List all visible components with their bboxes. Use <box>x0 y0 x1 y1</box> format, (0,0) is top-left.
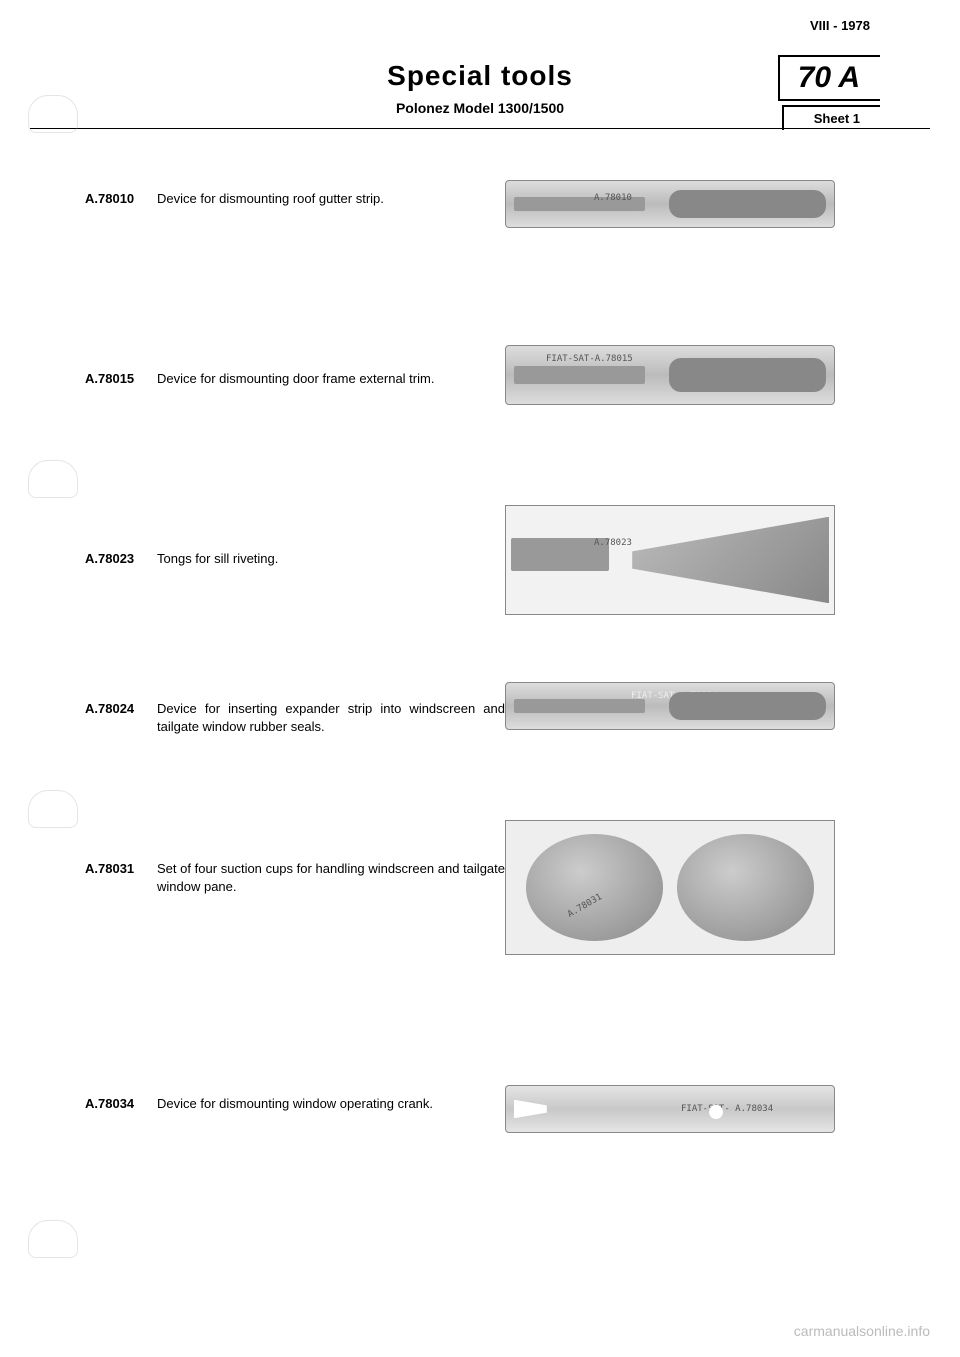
tool-image-label: FIAT-SAT- A.78034 <box>681 1104 773 1114</box>
tool-image-label: FIAT-SAT-A.78015 <box>546 354 633 364</box>
section-code: 70 A <box>778 55 880 101</box>
watermark: carmanualsonline.info <box>794 1323 930 1339</box>
tool-description: Device for dismounting window operating … <box>157 1095 505 1113</box>
tool-image: A.78010 <box>505 180 835 228</box>
binder-mark-icon <box>28 95 78 133</box>
tool-text: A.78031 Set of four suction cups for han… <box>85 860 505 896</box>
tool-row: A.78023 Tongs for sill riveting. A.78023 <box>85 550 890 660</box>
tool-code: A.78010 <box>85 190 157 208</box>
tool-row: A.78024 Device for inserting expander st… <box>85 700 890 748</box>
tool-image: FIAT-SAT A.78024 <box>505 682 835 730</box>
tool-description: Device for inserting expander strip into… <box>157 700 505 736</box>
tool-text: A.78024 Device for inserting expander st… <box>85 700 505 736</box>
tool-row: A.78010 Device for dismounting roof gutt… <box>85 190 890 238</box>
tool-image-label: A.78031 <box>746 892 784 920</box>
tool-code: A.78034 <box>85 1095 157 1113</box>
tool-image: A.78031 A.78031 <box>505 820 835 955</box>
tool-image-label: A.78031 <box>566 892 604 920</box>
tool-code: A.78031 <box>85 860 157 896</box>
tool-description: Device for dismounting door frame extern… <box>157 370 505 388</box>
tool-code: A.78015 <box>85 370 157 388</box>
tool-row: A.78034 Device for dismounting window op… <box>85 1095 890 1143</box>
binder-mark-icon <box>28 1220 78 1258</box>
binder-mark-icon <box>28 460 78 498</box>
binder-mark-icon <box>28 790 78 828</box>
tool-image-label: A.78010 <box>594 193 632 203</box>
tool-code: A.78024 <box>85 700 157 736</box>
tool-description: Set of four suction cups for handling wi… <box>157 860 505 896</box>
tool-text: A.78010 Device for dismounting roof gutt… <box>85 190 505 208</box>
tool-image-label: A.78023 <box>594 538 632 548</box>
tool-image: A.78023 <box>505 505 835 615</box>
tool-image: FIAT-SAT-A.78015 <box>505 345 835 405</box>
tool-description: Tongs for sill riveting. <box>157 550 505 568</box>
tool-row: A.78031 Set of four suction cups for han… <box>85 860 890 995</box>
tool-code: A.78023 <box>85 550 157 568</box>
tool-text: A.78023 Tongs for sill riveting. <box>85 550 505 568</box>
tool-image-label: FIAT-SAT A.78024 <box>631 691 718 701</box>
tool-image: FIAT-SAT- A.78034 <box>505 1085 835 1133</box>
tool-text: A.78015 Device for dismounting door fram… <box>85 370 505 388</box>
sheet-label: Sheet 1 <box>782 105 880 130</box>
tool-text: A.78034 Device for dismounting window op… <box>85 1095 505 1113</box>
tool-description: Device for dismounting roof gutter strip… <box>157 190 505 208</box>
manual-page: VIII - 1978 Special tools Polonez Model … <box>0 0 960 1357</box>
header-top-right: VIII - 1978 <box>810 18 870 33</box>
header-rule <box>30 128 930 129</box>
tool-row: A.78015 Device for dismounting door fram… <box>85 370 890 430</box>
